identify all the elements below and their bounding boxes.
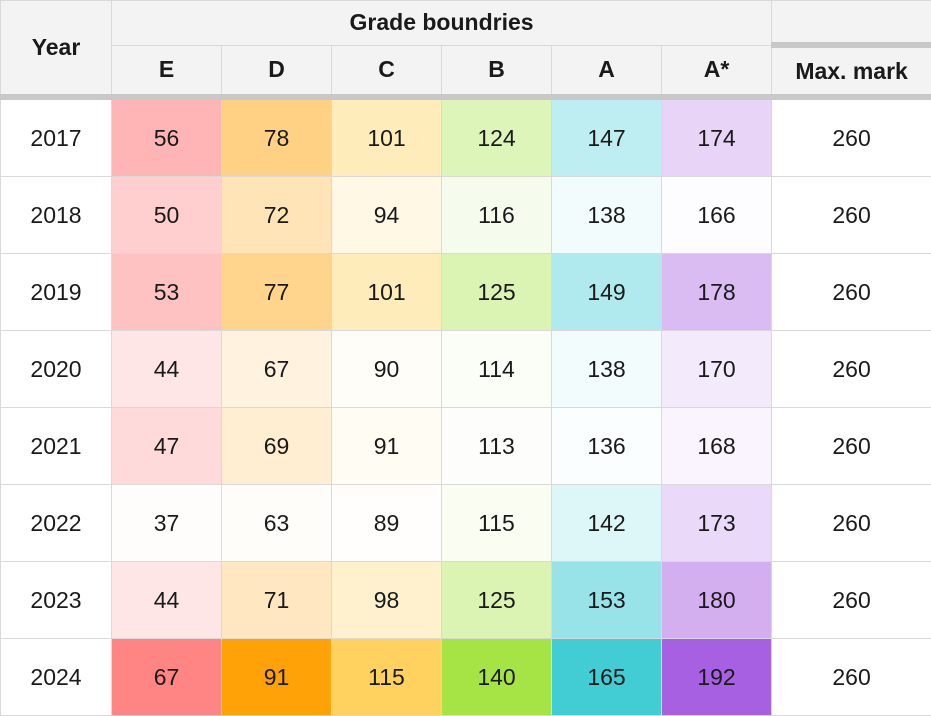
grade-cell-b: 125: [442, 254, 552, 331]
grade-cell-b: 115: [442, 485, 552, 562]
max-mark-cell: 260: [772, 639, 931, 716]
max-header-top: [772, 1, 931, 46]
grade-cell-d: 63: [222, 485, 332, 562]
year-cell: 2023: [1, 562, 112, 639]
year-cell: 2020: [1, 331, 112, 408]
max-mark-cell: 260: [772, 254, 931, 331]
max-mark-cell: 260: [772, 177, 931, 254]
year-cell: 2017: [1, 97, 112, 177]
grade-cell-a-star: 166: [662, 177, 772, 254]
grade-cell-b: 114: [442, 331, 552, 408]
year-cell: 2024: [1, 639, 112, 716]
grade-cell-a: 147: [552, 97, 662, 177]
grade-cell-c: 91: [332, 408, 442, 485]
grade-cell-a-star: 173: [662, 485, 772, 562]
grade-cell-c: 98: [332, 562, 442, 639]
max-mark-cell: 260: [772, 408, 931, 485]
grade-cell-d: 69: [222, 408, 332, 485]
grade-cell-b: 140: [442, 639, 552, 716]
year-header: Year: [1, 1, 112, 98]
grade-cell-c: 90: [332, 331, 442, 408]
grade-cell-a: 142: [552, 485, 662, 562]
grade-cell-a: 138: [552, 331, 662, 408]
grade-header-a-star: A*: [662, 45, 772, 97]
grade-cell-d: 71: [222, 562, 332, 639]
grade-cell-d: 72: [222, 177, 332, 254]
grade-cell-a: 136: [552, 408, 662, 485]
grade-cell-e: 56: [112, 97, 222, 177]
grade-cell-b: 116: [442, 177, 552, 254]
max-mark-header: Max. mark: [772, 45, 931, 97]
grade-cell-a-star: 178: [662, 254, 772, 331]
grade-cell-d: 77: [222, 254, 332, 331]
year-cell: 2019: [1, 254, 112, 331]
grade-cell-c: 101: [332, 254, 442, 331]
grade-cell-e: 53: [112, 254, 222, 331]
grade-header-e: E: [112, 45, 222, 97]
grade-header-a: A: [552, 45, 662, 97]
grade-cell-a: 149: [552, 254, 662, 331]
grade-cell-d: 78: [222, 97, 332, 177]
max-mark-cell: 260: [772, 485, 931, 562]
max-mark-cell: 260: [772, 331, 931, 408]
grade-cell-a: 138: [552, 177, 662, 254]
grade-cell-b: 125: [442, 562, 552, 639]
grade-cell-a: 153: [552, 562, 662, 639]
table-header: Year Grade boundries E D C B A A* Max. m…: [1, 1, 931, 98]
grade-cell-a: 165: [552, 639, 662, 716]
header-row-top: Year Grade boundries: [1, 1, 931, 46]
grade-cell-e: 67: [112, 639, 222, 716]
grade-cell-e: 44: [112, 562, 222, 639]
grade-header-d: D: [222, 45, 332, 97]
grade-cell-b: 113: [442, 408, 552, 485]
grade-cell-a-star: 174: [662, 97, 772, 177]
max-mark-cell: 260: [772, 562, 931, 639]
grade-cell-e: 50: [112, 177, 222, 254]
grade-cell-b: 124: [442, 97, 552, 177]
grade-boundaries-header: Grade boundries: [112, 1, 772, 46]
grade-cell-a-star: 170: [662, 331, 772, 408]
grade-cell-d: 91: [222, 639, 332, 716]
year-cell: 2022: [1, 485, 112, 562]
year-cell: 2021: [1, 408, 112, 485]
grade-header-b: B: [442, 45, 552, 97]
grade-cell-a-star: 168: [662, 408, 772, 485]
grade-cell-d: 67: [222, 331, 332, 408]
grade-cell-e: 47: [112, 408, 222, 485]
grade-cell-c: 94: [332, 177, 442, 254]
grade-cell-a-star: 192: [662, 639, 772, 716]
grade-cell-c: 89: [332, 485, 442, 562]
max-mark-cell: 260: [772, 97, 931, 177]
grade-cell-c: 115: [332, 639, 442, 716]
year-cell: 2018: [1, 177, 112, 254]
grade-cell-a-star: 180: [662, 562, 772, 639]
grade-cell-e: 37: [112, 485, 222, 562]
grade-cell-e: 44: [112, 331, 222, 408]
grade-cell-c: 101: [332, 97, 442, 177]
grade-header-c: C: [332, 45, 442, 97]
header-row-grades: E D C B A A* Max. mark: [1, 45, 931, 97]
